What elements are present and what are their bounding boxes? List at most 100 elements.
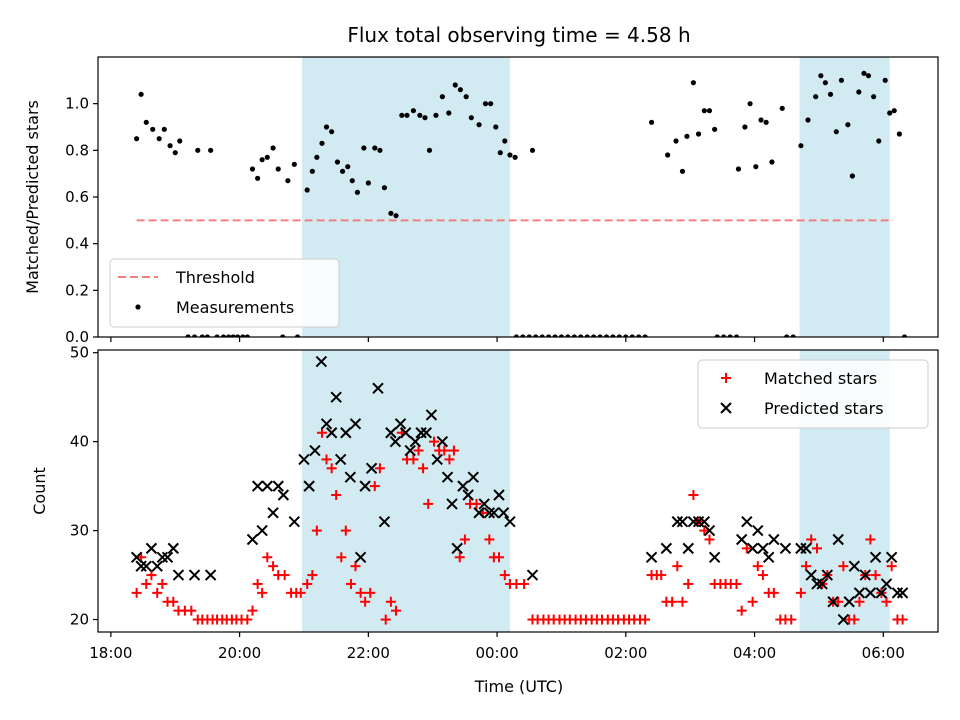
measurement-point	[275, 166, 281, 172]
measurement-point	[304, 187, 310, 193]
measurement-point	[763, 119, 769, 125]
marker-stroke	[441, 471, 454, 483]
predicted-stars-point	[864, 587, 877, 599]
predicted-stars-point	[349, 418, 362, 430]
measurement-point	[199, 334, 205, 337]
measurement-point	[388, 210, 394, 216]
matched-stars-point	[380, 614, 391, 625]
marker-stroke	[261, 480, 273, 492]
measurement-point	[422, 115, 428, 121]
predicted-stars-point	[805, 569, 817, 581]
marker-stroke	[827, 596, 839, 608]
measurement-point	[319, 140, 325, 146]
predicted-stars-point	[746, 542, 759, 555]
predicted-stars-point	[378, 515, 391, 528]
marker-stroke	[708, 551, 721, 563]
legend-label: Matched stars	[764, 369, 877, 388]
predicted-stars-point	[156, 551, 169, 563]
measurement-point	[742, 124, 748, 130]
marker-stroke	[354, 551, 367, 563]
predicted-stars-point	[832, 533, 844, 546]
matched-stars-point	[881, 596, 892, 607]
measurement-point	[280, 334, 286, 337]
marker-stroke	[272, 480, 284, 492]
predicted-stars-point	[795, 542, 807, 555]
predicted-stars-point	[811, 578, 823, 590]
predicted-stars-point	[436, 435, 449, 448]
matched-stars-point	[454, 552, 465, 563]
predicted-stars-point	[344, 471, 357, 483]
marker-stroke	[204, 569, 217, 581]
predicted-stars-point	[188, 569, 201, 581]
measurement-point	[871, 94, 877, 100]
marker-stroke	[875, 587, 888, 599]
marker-stroke	[821, 569, 833, 581]
measurement-point	[856, 89, 862, 95]
measurement-point	[690, 80, 697, 86]
shaded-interval	[302, 350, 510, 632]
measurement-point	[571, 334, 577, 337]
x-axis-label: Time (UTC)	[474, 677, 563, 696]
matched-stars-point	[408, 454, 419, 465]
measurement-point	[673, 138, 679, 144]
measurement-point	[636, 334, 642, 337]
measurement-point	[156, 136, 162, 142]
measurement-point	[684, 133, 690, 139]
marker-stroke	[848, 560, 861, 572]
marker-stroke	[645, 551, 658, 563]
predicted-stars-point	[493, 489, 505, 501]
predicted-stars-point	[735, 533, 748, 546]
predicted-stars-point	[288, 515, 301, 528]
matched-stars-point	[459, 534, 470, 545]
measurement-point	[339, 168, 346, 174]
measurement-point	[798, 143, 804, 149]
matched-stars-point	[484, 534, 495, 545]
predicted-stars-point	[151, 560, 163, 572]
matched-stars-point	[747, 596, 758, 607]
measurement-point	[712, 126, 718, 132]
measurement-point	[150, 126, 156, 132]
matched-stars-point	[786, 614, 797, 625]
measurement-point	[226, 334, 232, 337]
marker-stroke	[330, 391, 342, 403]
matched-stars-point	[146, 570, 157, 581]
matched-stars-point	[355, 587, 366, 598]
measurement-point	[502, 138, 508, 144]
marker-stroke	[832, 533, 844, 546]
marker-stroke	[325, 427, 338, 439]
matched-stars-point	[870, 570, 881, 581]
matched-stars-point	[683, 578, 694, 589]
marker-stroke	[389, 435, 402, 448]
predicted-stars-point	[135, 560, 147, 572]
marker-stroke	[385, 427, 397, 439]
measurement-point	[410, 108, 417, 114]
matched-stars-point	[131, 587, 142, 598]
measurement-point	[642, 334, 648, 337]
marker-stroke	[671, 515, 684, 528]
matched-stars-point	[141, 578, 152, 589]
matched-stars-point	[340, 525, 351, 536]
measurement-point	[827, 91, 834, 97]
predicted-stars-point	[752, 524, 764, 537]
predicted-stars-point	[140, 560, 152, 572]
matched-stars-point	[854, 596, 865, 607]
measurement-point	[695, 131, 702, 137]
marker-stroke	[267, 507, 279, 519]
predicted-stars-point	[682, 542, 694, 555]
matched-stars-point	[741, 543, 752, 554]
measurement-point	[393, 213, 399, 219]
predicted-stars-point	[130, 551, 143, 563]
marker-stroke	[140, 560, 152, 572]
measurement-point	[255, 175, 261, 181]
predicted-stars-point	[891, 587, 904, 599]
measurement-point	[882, 77, 888, 83]
predicted-stars-point	[359, 480, 371, 492]
matched-stars-point	[865, 534, 876, 545]
marker-stroke	[816, 578, 828, 590]
measurement-point	[259, 157, 265, 163]
marker-stroke	[757, 542, 769, 555]
measurement-point	[381, 185, 388, 191]
matched-stars-point	[849, 614, 860, 625]
matched-stars-point	[360, 596, 371, 607]
measurement-point	[896, 131, 902, 137]
